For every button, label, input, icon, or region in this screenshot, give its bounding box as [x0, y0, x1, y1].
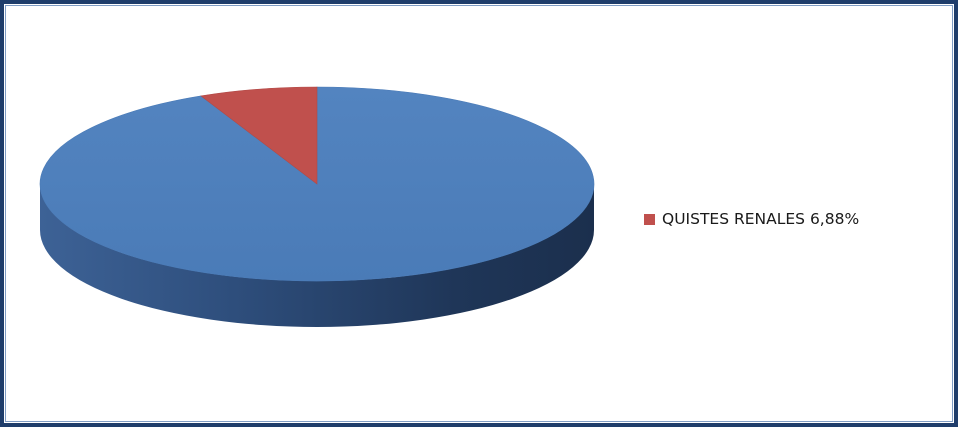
legend: QUISTES RENALES 6,88%: [644, 210, 859, 228]
pie-chart: [39, 86, 595, 327]
pie-slice-quistes-renales: [200, 86, 318, 185]
legend-label-quistes-renales: QUISTES RENALES 6,88%: [662, 210, 860, 228]
legend-swatch-quistes-renales: [644, 213, 655, 225]
pie-side-wall: [40, 184, 594, 327]
pie-slices-group: [39, 86, 595, 327]
